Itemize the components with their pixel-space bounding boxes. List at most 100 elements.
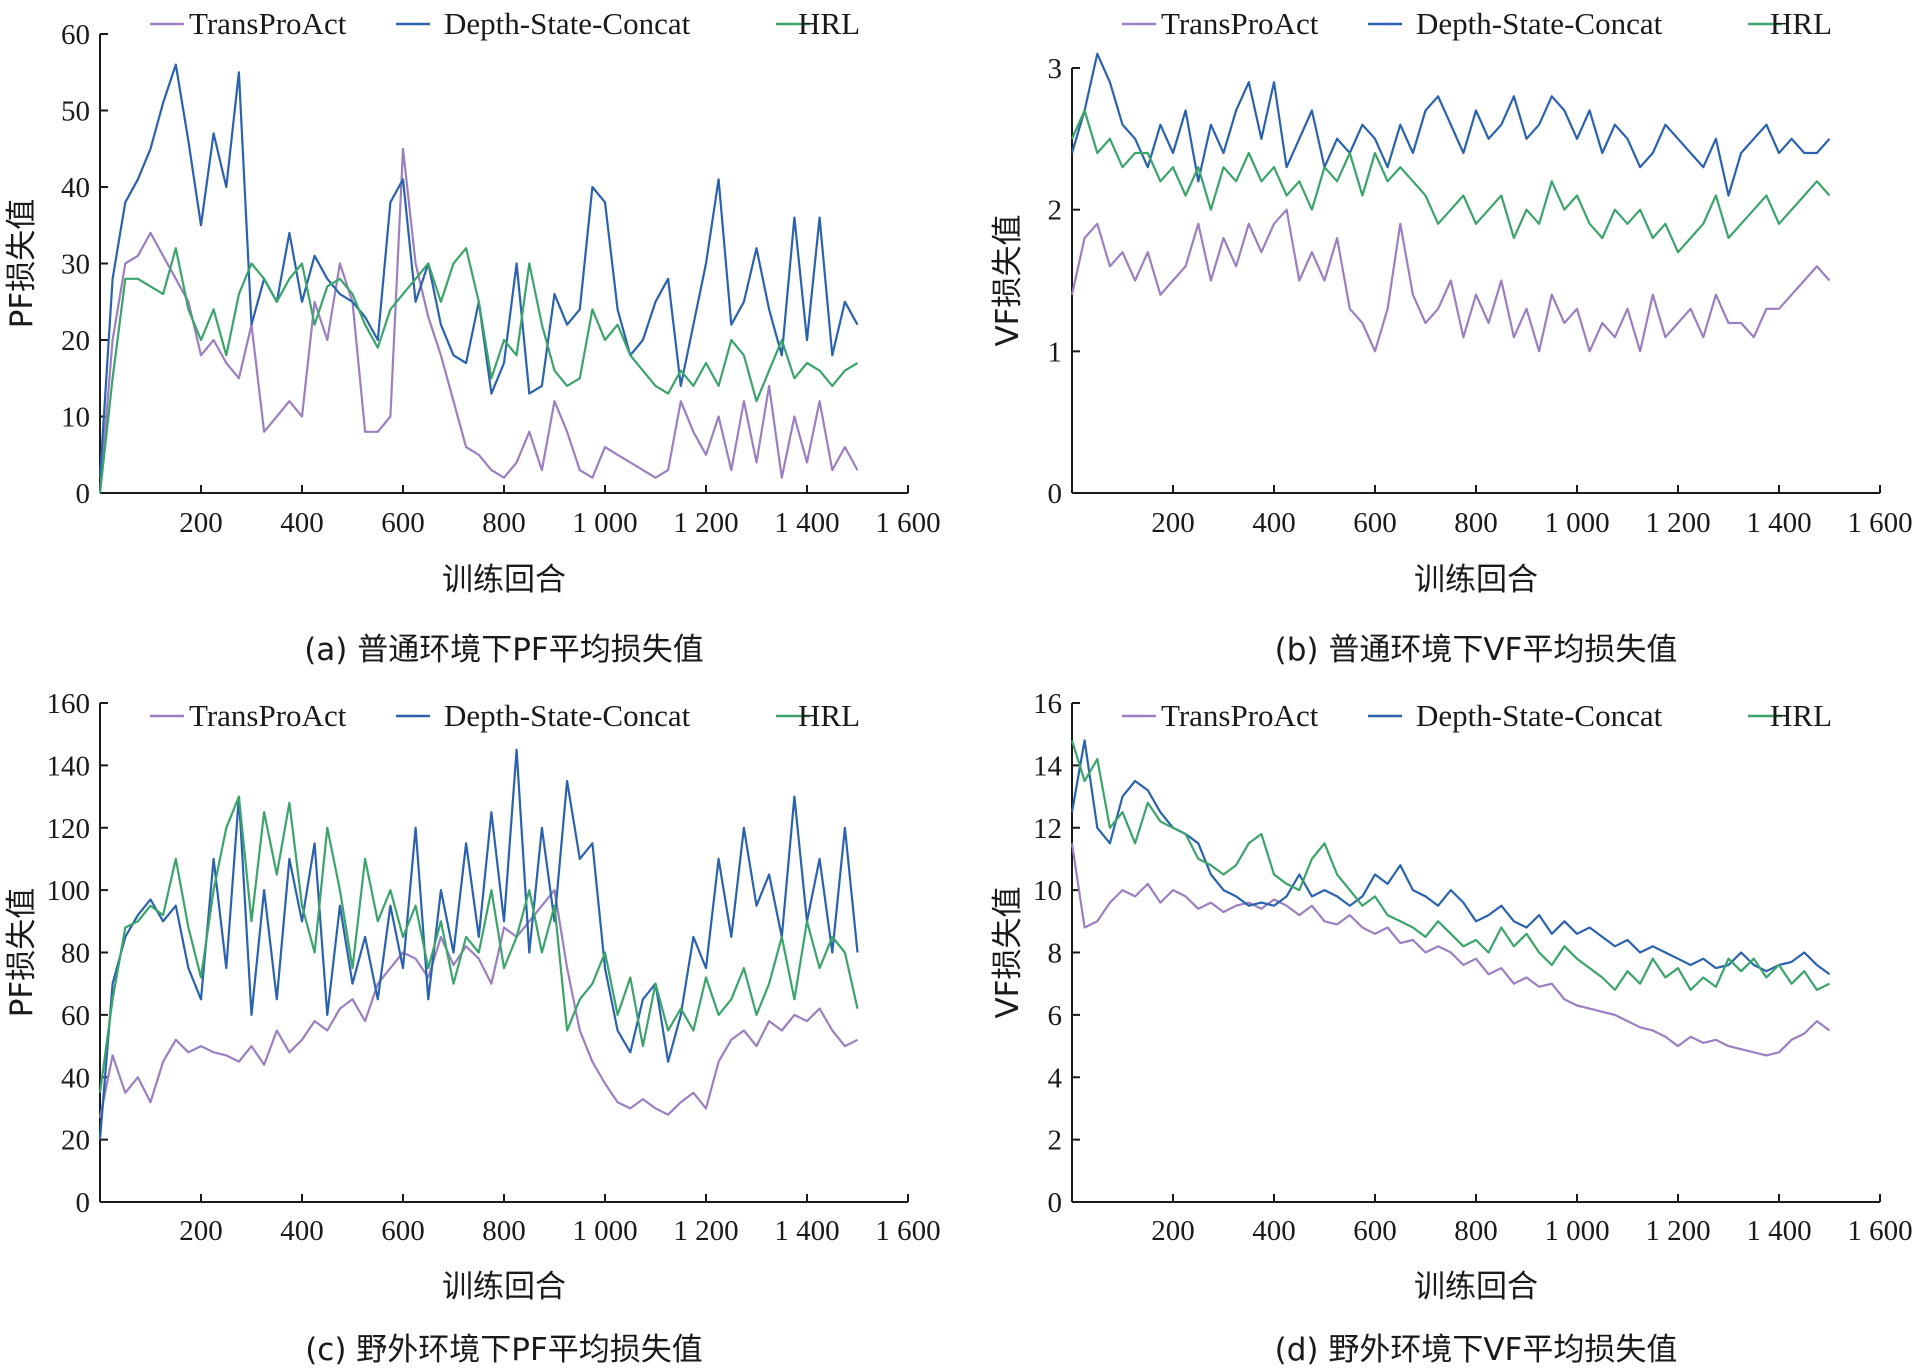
y-tick-label: 100 (47, 875, 91, 907)
series-line-depth-state-concat (1070, 739, 1831, 976)
x-axis-title: 训练回合 (442, 1269, 566, 1305)
y-tick-label: 12 (1033, 813, 1062, 845)
series-line-depth-state-concat (1070, 52, 1831, 197)
x-tick-label: 200 (1151, 1215, 1195, 1247)
x-axis-title: 训练回合 (1414, 1269, 1538, 1305)
x-tick-label: 800 (1454, 1215, 1498, 1247)
y-tick-label: 160 (47, 688, 91, 720)
legend-label-hrl: HRL (798, 698, 860, 733)
y-tick-label: 40 (61, 1062, 90, 1094)
legend-label-depth-state-concat: Depth-State-Concat (1416, 6, 1663, 41)
y-tick-label: 4 (1048, 1062, 1063, 1094)
x-tick-label: 600 (381, 507, 425, 539)
y-tick-label: 2 (1048, 1125, 1063, 1157)
y-axis-title: PF损失值 (4, 199, 40, 329)
y-tick-label: 20 (61, 325, 90, 357)
x-tick-label: 1 000 (1544, 1215, 1609, 1247)
y-tick-label: 3 (1048, 53, 1063, 85)
legend-label-depth-state-concat: Depth-State-Concat (444, 6, 691, 41)
x-tick-label: 600 (381, 1215, 425, 1247)
x-tick-label: 1 600 (1847, 507, 1912, 539)
chart-panel: 0 10 20 30 40 50 60 200 400 600 800 1 000 1 200 1 400… (4, 6, 941, 668)
x-tick-label: 1 000 (1544, 507, 1609, 539)
x-tick-label: 1 600 (875, 507, 940, 539)
legend-label-transproact: TransProAct (1161, 6, 1319, 41)
series-line-depth-state-concat (98, 748, 859, 1140)
x-tick-label: 1 600 (1847, 1215, 1912, 1247)
x-tick-label: 400 (1252, 507, 1296, 539)
series-line-hrl (98, 795, 859, 1093)
series-line-transproact (1070, 208, 1831, 353)
y-axis-title: VF损失值 (990, 214, 1026, 346)
x-tick-label: 1 600 (875, 1215, 940, 1247)
legend-label-hrl: HRL (1770, 698, 1832, 733)
legend-label-hrl: HRL (1770, 6, 1832, 41)
series-line-hrl (1070, 740, 1830, 992)
legend-label-hrl: HRL (798, 6, 860, 41)
x-tick-label: 400 (280, 507, 324, 539)
y-tick-label: 60 (61, 19, 90, 51)
y-tick-label: 10 (61, 402, 90, 434)
y-tick-label: 14 (1033, 750, 1063, 782)
series-line-depth-state-concat (98, 63, 859, 478)
legend-label-transproact: TransProAct (189, 6, 347, 41)
x-tick-label: 200 (179, 507, 223, 539)
chart-panel: 0 20 40 60 80 100 120 140 160 200 400 600 800 1 000 1 … (4, 688, 941, 1368)
y-tick-label: 0 (76, 478, 91, 510)
x-tick-label: 800 (1454, 507, 1498, 539)
x-tick-label: 1 400 (1746, 507, 1811, 539)
y-axis-title: PF损失值 (4, 888, 40, 1018)
chart-caption: (d) 野外环境下VF平均损失值 (1275, 1332, 1678, 1368)
series-line-transproact (1070, 843, 1831, 1057)
y-tick-label: 40 (61, 172, 90, 204)
legend-label-transproact: TransProAct (1161, 698, 1319, 733)
x-tick-label: 200 (179, 1215, 223, 1247)
x-tick-label: 400 (1252, 1215, 1296, 1247)
x-tick-label: 600 (1353, 1215, 1397, 1247)
legend-label-depth-state-concat: Depth-State-Concat (1416, 698, 1663, 733)
y-tick-label: 0 (1048, 1187, 1063, 1219)
y-tick-label: 20 (61, 1125, 90, 1157)
legend-label-transproact: TransProAct (189, 698, 347, 733)
x-axis-title: 训练回合 (1414, 562, 1538, 598)
y-tick-label: 0 (1048, 478, 1063, 510)
y-tick-label: 1 (1048, 336, 1063, 368)
y-tick-label: 30 (61, 249, 90, 281)
y-axis-title: VF损失值 (990, 886, 1026, 1018)
x-tick-label: 400 (280, 1215, 324, 1247)
series-line-hrl (1070, 109, 1831, 254)
y-tick-label: 0 (76, 1187, 91, 1219)
x-tick-label: 1 000 (572, 507, 637, 539)
y-tick-label: 50 (61, 96, 90, 128)
y-tick-label: 60 (61, 1000, 90, 1032)
x-tick-label: 200 (1151, 507, 1195, 539)
x-tick-label: 1 200 (673, 507, 738, 539)
y-tick-label: 80 (61, 938, 90, 970)
series-line-transproact (98, 888, 858, 1119)
y-tick-label: 10 (1033, 875, 1062, 907)
x-tick-label: 1 000 (572, 1215, 637, 1247)
chart-caption: (a) 普通环境下PF平均损失值 (304, 632, 704, 668)
legend-label-depth-state-concat: Depth-State-Concat (444, 698, 691, 733)
chart-panel: 0 2 4 6 8 10 12 14 16 200 400 600 800 1 000 1 200 1 400… (990, 688, 1913, 1368)
chart-caption: (c) 野外环境下PF平均损失值 (305, 1332, 703, 1368)
x-tick-label: 1 200 (1645, 507, 1710, 539)
y-tick-label: 16 (1033, 688, 1062, 720)
series-line-transproact (98, 147, 859, 494)
series-line-hrl (98, 247, 859, 494)
x-tick-label: 800 (482, 1215, 526, 1247)
chart-panel: 0 1 2 3 200 400 600 800 1 000 1 200 1 400 1 600 训练回合… (990, 6, 1913, 668)
x-tick-label: 800 (482, 507, 526, 539)
x-axis-title: 训练回合 (442, 562, 566, 598)
x-tick-label: 1 400 (774, 507, 839, 539)
x-tick-label: 1 200 (1645, 1215, 1710, 1247)
y-tick-label: 8 (1048, 938, 1063, 970)
x-tick-label: 1 200 (673, 1215, 738, 1247)
chart-caption: (b) 普通环境下VF平均损失值 (1275, 632, 1678, 668)
y-tick-label: 2 (1048, 195, 1063, 227)
x-tick-label: 1 400 (1746, 1215, 1811, 1247)
x-tick-label: 600 (1353, 507, 1397, 539)
y-tick-label: 140 (47, 750, 91, 782)
y-tick-label: 120 (47, 813, 91, 845)
